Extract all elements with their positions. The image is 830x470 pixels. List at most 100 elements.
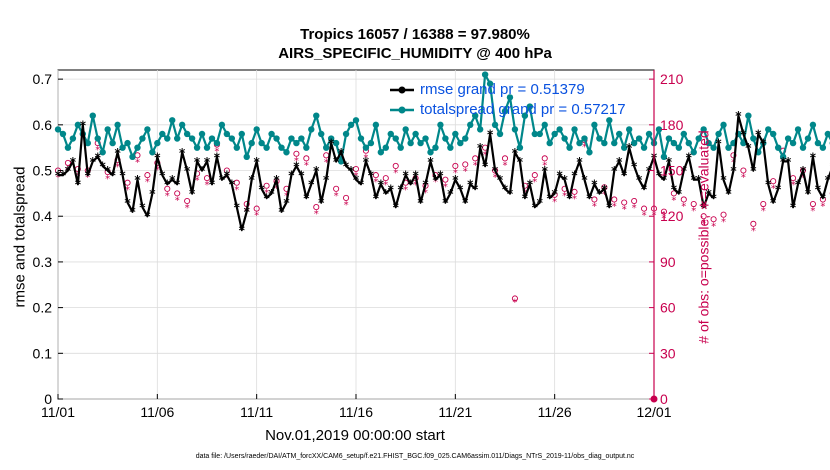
- possible-obs-point: [680, 196, 687, 203]
- spread-point: [606, 117, 613, 124]
- rmse-point: *: [686, 150, 693, 164]
- spread-point: [228, 135, 236, 142]
- spread-point: [452, 130, 459, 138]
- y-tick-label-left: 0.7: [33, 71, 53, 87]
- spread-point: [382, 144, 389, 151]
- rmse-point: *: [263, 191, 270, 205]
- spread-point: [779, 153, 787, 161]
- rmse-point: *: [224, 169, 231, 183]
- rmse-point: *: [626, 141, 633, 155]
- spread-point: [432, 144, 439, 151]
- rmse-point: *: [691, 173, 698, 187]
- spread-point: [546, 139, 553, 147]
- evaluated-obs-point: *: [125, 185, 130, 196]
- rmse-point: *: [497, 173, 504, 187]
- rmse-point: *: [770, 196, 777, 210]
- spread-point: [89, 112, 96, 119]
- rmse-point: *: [407, 178, 414, 192]
- rmse-point: *: [179, 146, 186, 160]
- evaluated-obs-point: *: [711, 221, 716, 232]
- y-tick-label-left: 0.1: [33, 345, 53, 361]
- rmse-point: *: [606, 201, 613, 215]
- evaluated-obs-point: *: [403, 185, 408, 196]
- rmse-point: *: [820, 191, 827, 205]
- rmse-point: *: [566, 191, 573, 205]
- evaluated-obs-point: *: [473, 160, 478, 171]
- spread-point: [531, 130, 538, 138]
- spread-point: [770, 130, 777, 138]
- rmse-point: *: [189, 187, 196, 201]
- rmse-point: *: [219, 173, 226, 187]
- possible-obs-point: [770, 178, 777, 185]
- spread-point: [283, 149, 290, 156]
- spread-point: [670, 139, 678, 147]
- rmse-point: *: [164, 178, 171, 192]
- rmse-point: *: [636, 173, 643, 187]
- rmse-point: *: [258, 182, 265, 196]
- evaluated-obs-point: *: [612, 202, 617, 213]
- spread-point: [799, 144, 807, 151]
- possible-obs-point: [809, 200, 816, 208]
- spread-point: [293, 139, 300, 147]
- rmse-point: *: [308, 178, 315, 192]
- possible-obs-point: [611, 196, 618, 203]
- rmse-point: *: [288, 169, 295, 183]
- evaluated-obs-point: *: [791, 180, 796, 191]
- rmse-point: *: [55, 169, 62, 183]
- spread-point: [625, 126, 633, 133]
- chart-title-line1: Tropics 16057 / 16388 = 97.980%: [300, 26, 530, 43]
- rmse-point: *: [705, 187, 712, 201]
- evaluated-obs-point: *: [294, 156, 299, 167]
- spread-point: [516, 144, 524, 151]
- spread-point: [313, 112, 320, 119]
- evaluated-obs-point: *: [622, 205, 627, 216]
- spread-point: [372, 121, 380, 129]
- spread-point: [407, 139, 414, 147]
- spread-point: [59, 130, 67, 138]
- spread-point: [203, 144, 211, 151]
- possible-obs-point: [293, 150, 300, 157]
- spread-point: [750, 135, 757, 142]
- rmse-point: *: [249, 173, 256, 187]
- rmse-point: *: [134, 173, 141, 187]
- possible-obs-point: [452, 162, 459, 170]
- spread-layer: [54, 71, 830, 165]
- spread-point: [318, 130, 325, 138]
- spread-point: [511, 126, 519, 133]
- rmse-point: *: [750, 164, 757, 178]
- rmse-point: *: [710, 191, 717, 205]
- evaluated-obs-point: *: [443, 182, 448, 193]
- spread-point: [178, 121, 186, 129]
- rmse-point: *: [810, 150, 817, 164]
- rmse-point: *: [90, 155, 97, 169]
- spread-point: [705, 139, 712, 147]
- evaluated-obs-point: *: [512, 298, 517, 309]
- rmse-point: *: [790, 201, 797, 215]
- possible-obs-point: [531, 172, 538, 179]
- spread-point: [720, 121, 727, 129]
- spread-line: [57, 73, 830, 163]
- rmse-point: *: [388, 182, 395, 196]
- rmse-point: *: [283, 196, 290, 210]
- spread-point: [506, 94, 514, 101]
- evaluated-obs-point: *: [532, 177, 537, 188]
- spread-point: [442, 135, 449, 142]
- evaluated-obs-point: *: [135, 157, 140, 168]
- spread-point: [472, 112, 479, 119]
- rmse-point: *: [204, 155, 211, 169]
- rmse-point: *: [586, 191, 593, 205]
- possible-obs-point: [501, 155, 509, 162]
- spread-point: [99, 149, 106, 156]
- evaluated-obs-point: *: [542, 160, 547, 171]
- evaluated-obs-point: *: [205, 180, 210, 191]
- rmse-point: *: [720, 173, 727, 187]
- spread-point: [397, 144, 404, 151]
- rmse-point: *: [641, 182, 648, 196]
- evaluated-obs-point: *: [741, 173, 746, 184]
- rmse-point: *: [576, 155, 583, 169]
- spread-point: [611, 139, 618, 147]
- possible-obs-point: [64, 159, 71, 166]
- spread-point: [248, 139, 255, 147]
- rmse-line: [58, 114, 830, 231]
- rmse-point: *: [591, 178, 598, 192]
